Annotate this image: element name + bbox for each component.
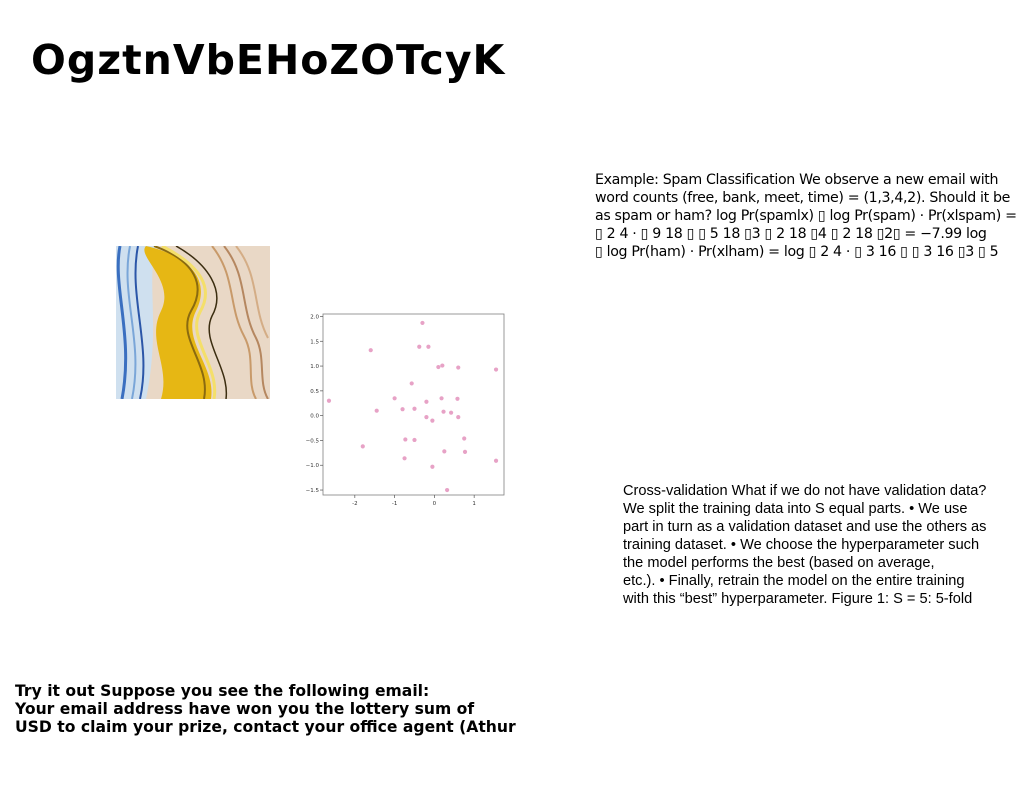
scatter-point: [374, 408, 379, 413]
scatter-point: [430, 418, 435, 423]
text-line: with this “best” hyperparameter. Figure …: [623, 591, 973, 607]
y-tick-label: 2.0: [310, 314, 319, 320]
y-tick-label: 1.0: [310, 364, 319, 370]
scatter-point: [424, 399, 429, 404]
scatter-point: [424, 415, 429, 420]
spam-classification-text: Example: Spam Classification We observe …: [595, 171, 1023, 261]
scatter-point: [412, 406, 417, 411]
scatter-point: [436, 364, 441, 370]
scatter-point: [456, 415, 461, 420]
scatter-point: [426, 344, 431, 349]
scatter-point: [440, 363, 445, 368]
scatter-point: [448, 410, 454, 415]
scatter-point: [462, 449, 468, 454]
scatter-point: [441, 409, 446, 414]
scatter-point: [455, 396, 460, 401]
cross-validation-text: Cross-validation What if we do not have …: [623, 482, 1023, 608]
y-tick-label: −1.5: [306, 488, 320, 494]
x-tick-label: -1: [392, 501, 397, 507]
scatter-chart: 2.0 1.5 1.0 0.5 0.0 −0.5 −1.0 −1.5 -2 -1 0 1: [306, 313, 505, 507]
scatter-point: [402, 456, 407, 461]
scatter-point: [392, 396, 397, 401]
text-line: part in turn as a validation dataset and…: [623, 519, 987, 535]
text-line: Example: Spam Classification We observe …: [595, 172, 999, 188]
x-tick-label: 0: [433, 501, 437, 507]
text-line: We split the training data into S equal …: [623, 501, 968, 517]
x-tick-label: 1: [472, 501, 476, 507]
scatter-point: [420, 320, 425, 326]
text-line: etc.). • Finally, retrain the model on t…: [623, 573, 965, 589]
scatter-point: [442, 449, 447, 454]
y-tick-label: −0.5: [306, 438, 320, 444]
y-tick-label: −1.0: [306, 463, 320, 469]
scatter-point: [456, 365, 461, 370]
text-line: ▯ log Pr(ham) · Pr(xlham) = log ▯ 2 4 · …: [595, 244, 999, 260]
email-example-text: Try it out Suppose you see the following…: [15, 682, 535, 736]
scatter-point: [462, 436, 467, 441]
y-tick-label: 0.5: [310, 389, 319, 395]
y-tick-label: 0.0: [310, 414, 319, 420]
plot-frame: [322, 313, 505, 496]
scatter-point: [439, 396, 444, 401]
scatter-point: [326, 398, 332, 403]
abstract-art-image: [116, 246, 270, 399]
text-line: training dataset. • We choose the hyperp…: [623, 537, 980, 553]
scatter-point: [400, 407, 405, 412]
scatter-point: [412, 437, 417, 443]
text-line: USD to claim your prize, contact your of…: [15, 718, 516, 736]
scatter-point: [430, 464, 435, 469]
scatter-point: [417, 344, 422, 349]
scatter-point: [493, 458, 499, 463]
scatter-point: [360, 444, 365, 449]
scatter-point: [403, 437, 408, 442]
scatter-point: [445, 487, 450, 493]
text-line: the model performs the best (based on av…: [623, 555, 935, 571]
text-line: Your email address have won you the lott…: [15, 700, 475, 718]
scatter-point: [493, 367, 499, 372]
text-line: ▯ 2 4 · ▯ 9 18 ▯ ▯ 5 18 ▯3 ▯ 2 18 ▯4 ▯ 2…: [595, 226, 987, 242]
text-line: Cross-validation What if we do not have …: [623, 483, 987, 499]
text-line: Try it out Suppose you see the following…: [15, 682, 430, 700]
text-line: word counts (free, bank, meet, time) = (…: [595, 190, 1011, 206]
y-tick-label: 1.5: [310, 339, 319, 345]
scatter-point: [368, 348, 373, 353]
scatter-point: [409, 381, 414, 386]
text-line: as spam or ham? log Pr(spamlx) ▯ log Pr(…: [595, 208, 1017, 224]
page-title: OgztnVbEHoZOTcyK: [31, 36, 506, 84]
x-tick-label: -2: [352, 501, 357, 507]
